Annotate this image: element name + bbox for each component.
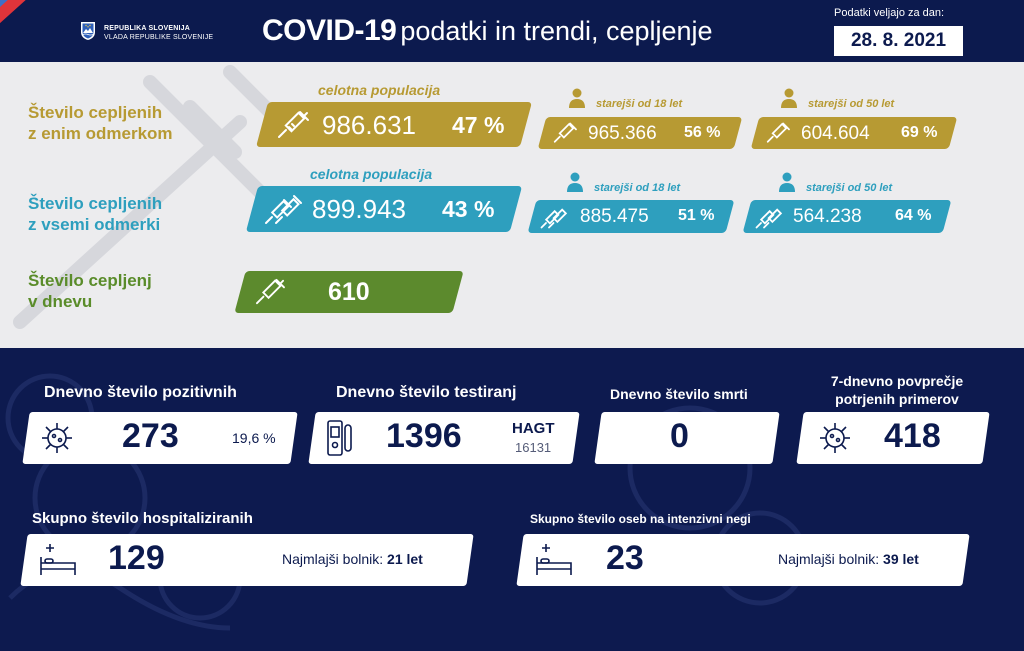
one-dose-age18-pct: 56 % — [684, 124, 721, 141]
vaccination-panel: Število cepljenih z enim odmerkom celotn… — [0, 62, 1024, 348]
daily-vax-label: Število cepljenj v dnevu — [28, 270, 152, 312]
one-dose-label-line2: z enim odmerkom — [28, 124, 173, 143]
hospital-youngest-value: 21 let — [387, 551, 423, 567]
one-dose-age18-value: 965.366 — [588, 123, 657, 144]
daily-vax-label-line2: v dnevu — [28, 292, 93, 311]
one-dose-total-value: 986.631 — [322, 110, 416, 140]
hospital-card: 129 Najmlajši bolnik: 21 let — [20, 534, 474, 586]
icu-value: 23 — [606, 539, 644, 577]
one-dose-total-pct: 47 % — [452, 112, 505, 138]
hagt-label: HAGT — [512, 420, 555, 437]
deaths-value: 0 — [670, 417, 689, 455]
government-name: REPUBLIKA SLOVENIJA VLADA REPUBLIKE SLOV… — [104, 24, 213, 42]
full-dose-age50-pill: 564.238 64 % — [742, 200, 952, 233]
double-syringe-icon — [265, 195, 302, 224]
one-dose-age18-pill: 965.366 56 % — [537, 117, 743, 149]
icu-title: Skupno število oseb na intenzivni negi — [530, 512, 751, 526]
one-dose-age50-pill: 604.604 69 % — [750, 117, 958, 149]
syringe-icon — [256, 278, 285, 305]
tests-value: 1396 — [386, 417, 462, 455]
person-icon — [779, 172, 795, 192]
syringe-icon — [766, 122, 790, 143]
avg7-card: 418 — [796, 412, 990, 464]
avg7-title: 7-dnevno povprečje potrjenih primerov — [812, 372, 982, 408]
person-icon — [569, 88, 585, 108]
hospital-value: 129 — [108, 539, 165, 577]
flag-corner-decoration — [0, 0, 62, 62]
icu-card: 23 Najmlajši bolnik: 39 let — [516, 534, 970, 586]
one-dose-age50-value: 604.604 — [801, 123, 870, 144]
double-syringe-icon — [540, 208, 568, 229]
icu-youngest-label: Najmlajši bolnik: — [778, 551, 880, 567]
full-dose-label: Število cepljenih z vsemi odmerki — [28, 193, 162, 235]
hospital-title: Skupno število hospitaliziranih — [32, 510, 253, 527]
person-icon — [781, 88, 797, 108]
one-dose-total-caption: celotna populacija — [318, 82, 441, 98]
one-dose-age50-caption: starejši od 50 let — [808, 98, 895, 110]
virus-icon — [42, 423, 72, 453]
tests-card: 1396 HAGT 16131 — [308, 412, 580, 464]
full-dose-label-line2: z vsemi odmerki — [28, 215, 161, 234]
avg7-title-line1: 7-dnevno povprečje — [830, 373, 964, 389]
header: REPUBLIKA SLOVENIJA VLADA REPUBLIKE SLOV… — [0, 0, 1024, 62]
daily-vax-label-line1: Število cepljenj — [28, 271, 152, 290]
syringe-icon — [553, 122, 577, 143]
one-dose-label: Število cepljenih z enim odmerkom — [28, 102, 173, 144]
page-title-rest: podatki in trendi, cepljenje — [400, 16, 713, 46]
avg7-title-line2: potrjenih primerov — [835, 391, 959, 407]
full-dose-total-pct: 43 % — [442, 196, 495, 222]
double-syringe-icon — [755, 208, 783, 229]
full-dose-age50-value: 564.238 — [793, 206, 862, 227]
avg7-value: 418 — [884, 417, 941, 455]
hospital-youngest: Najmlajši bolnik: 21 let — [282, 551, 423, 567]
test-kit-icon — [327, 420, 352, 456]
full-dose-age18-pill: 885.475 51 % — [527, 200, 735, 233]
date-label: Podatki veljajo za dan: — [834, 7, 945, 19]
full-dose-age18-pct: 51 % — [678, 207, 715, 224]
page-title: COVID-19 podatki in trendi, cepljenje — [262, 14, 713, 48]
hagt-value: 16131 — [515, 440, 552, 455]
statistics-panel: Dnevno število pozitivnih 273 19,6 % Dne… — [0, 348, 1024, 651]
slovenia-coat-of-arms-icon — [81, 22, 95, 40]
hospital-bed-icon — [40, 544, 76, 575]
full-dose-total-value: 899.943 — [312, 194, 406, 224]
one-dose-total-pill: 986.631 47 % — [255, 102, 533, 147]
icu-youngest-value: 39 let — [883, 551, 919, 567]
deaths-title: Dnevno število smrti — [610, 386, 748, 402]
full-dose-age18-value: 885.475 — [580, 206, 649, 227]
tests-title: Dnevno število testiranj — [336, 384, 517, 401]
full-dose-total-caption: celotna populacija — [310, 166, 433, 182]
syringe-icon — [278, 111, 309, 138]
one-dose-age50-pct: 69 % — [901, 124, 938, 141]
full-dose-age18-caption: starejši od 18 let — [594, 182, 681, 194]
positive-card: 273 19,6 % — [22, 412, 298, 464]
deaths-card: 0 — [594, 412, 780, 464]
icu-youngest: Najmlajši bolnik: 39 let — [778, 551, 919, 567]
gov-line-1: REPUBLIKA SLOVENIJA — [104, 25, 190, 32]
gov-line-2: VLADA REPUBLIKE SLOVENIJE — [104, 34, 214, 41]
hospital-youngest-label: Najmlajši bolnik: — [282, 551, 384, 567]
one-dose-label-line1: Število cepljenih — [28, 103, 163, 122]
person-icon — [567, 172, 583, 192]
page-title-bold: COVID-19 — [262, 14, 397, 47]
daily-vax-pill: 610 — [234, 271, 464, 313]
full-dose-age50-caption: starejši od 50 let — [806, 182, 893, 194]
hospital-bed-icon — [536, 544, 572, 575]
positive-value: 273 — [122, 417, 179, 455]
positive-title: Dnevno število pozitivnih — [44, 384, 237, 401]
positive-rate: 19,6 % — [232, 430, 276, 446]
daily-vax-value: 610 — [328, 278, 370, 306]
date-value: 28. 8. 2021 — [834, 26, 963, 56]
full-dose-age50-pct: 64 % — [895, 207, 932, 224]
one-dose-age18-caption: starejši od 18 let — [596, 98, 683, 110]
full-dose-label-line1: Število cepljenih — [28, 194, 163, 213]
full-dose-total-pill: 899.943 43 % — [245, 186, 523, 232]
virus-icon — [820, 423, 850, 453]
